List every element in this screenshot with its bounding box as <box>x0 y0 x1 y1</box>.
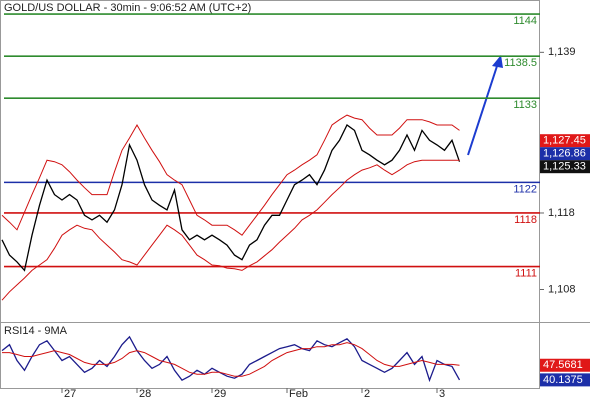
rsi-box <box>540 358 590 372</box>
x-tick-label: 2 <box>364 388 370 400</box>
price-box <box>540 134 590 148</box>
x-tick-label: 3 <box>439 388 445 400</box>
forecast-arrow <box>467 62 499 156</box>
level-label: 1122 <box>513 183 537 195</box>
level-label: 1118 <box>514 214 537 226</box>
rsi-title: RSI14 - 9MA <box>4 325 68 337</box>
level-label: 1138.5 <box>504 57 537 69</box>
y-tick-label: 1,118 <box>548 207 575 219</box>
series-line <box>1 114 460 236</box>
series-line <box>1 159 460 301</box>
price-box-label: 1,125.33 <box>543 161 586 173</box>
level-label: 1133 <box>513 99 537 111</box>
level-label: 1111 <box>515 267 537 279</box>
chart-title: GOLD/US DOLLAR - 30min - 9:06:52 AM (UTC… <box>4 2 251 14</box>
plot-frame <box>0 0 540 389</box>
y-tick-label: 1,139 <box>548 46 576 58</box>
x-tick-label: 27 <box>64 388 76 400</box>
price-box <box>540 160 590 174</box>
series-line <box>1 335 461 383</box>
rsi-box <box>540 373 590 387</box>
y-tick-label: 1,108 <box>548 283 576 295</box>
price-box-label: 1,126.86 <box>543 148 586 160</box>
x-tick-label: 28 <box>139 388 151 400</box>
price-box-label: 1,127.45 <box>543 135 586 147</box>
forecast-arrowhead <box>492 55 503 68</box>
price-box <box>540 147 590 161</box>
x-tick-label: 29 <box>214 388 226 400</box>
level-label: 1144 <box>513 15 537 27</box>
rsi-box-label: 47.5681 <box>543 359 583 371</box>
rsi-box-label: 40.1375 <box>543 374 583 386</box>
series-line <box>1 124 461 272</box>
series-line <box>2 342 460 377</box>
x-tick-label: Feb <box>289 388 308 400</box>
